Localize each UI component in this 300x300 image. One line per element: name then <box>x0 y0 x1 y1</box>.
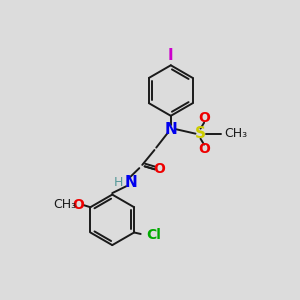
Text: N: N <box>124 175 137 190</box>
Text: O: O <box>198 142 210 156</box>
Text: N: N <box>164 122 177 137</box>
Text: CH₃: CH₃ <box>224 127 248 140</box>
Text: H: H <box>113 176 123 189</box>
Text: S: S <box>195 126 206 141</box>
Text: O: O <box>153 162 165 176</box>
Text: Cl: Cl <box>147 229 161 242</box>
Text: O: O <box>198 111 210 125</box>
Text: I: I <box>168 48 174 63</box>
Text: CH₃: CH₃ <box>53 198 76 211</box>
Text: O: O <box>73 198 84 212</box>
